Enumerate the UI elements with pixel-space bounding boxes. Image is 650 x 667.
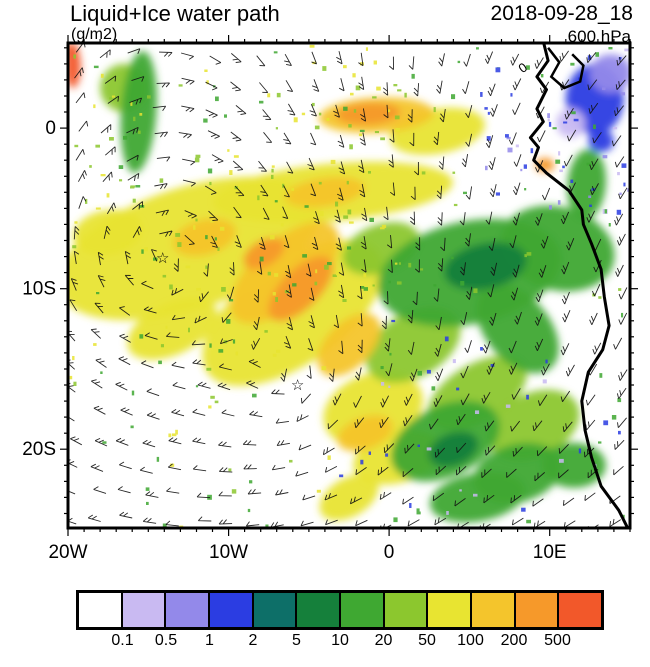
x-axis-label: 10E [533, 542, 567, 563]
colorbar-cell [513, 593, 558, 627]
colorbar-cell [251, 593, 296, 627]
colorbar-tick-label: 1 [205, 632, 214, 649]
colorbar-cell [79, 593, 121, 627]
plot-pressure-level: 600 hPa [567, 27, 631, 46]
colorbar-tick-label: 50 [418, 632, 436, 649]
y-axis-label: 20S [22, 439, 56, 460]
colorbar-tick-label: 100 [457, 632, 484, 649]
plot-title: Liquid+Ice water path [70, 1, 280, 26]
colorbar-tick-label: 5 [292, 632, 301, 649]
colorbar-cell [382, 593, 427, 627]
lwp-field [68, 43, 630, 528]
axis-ticks [60, 35, 638, 536]
colorbar-cell [208, 593, 252, 627]
colorbar-cell [295, 593, 340, 627]
colorbar-cells [76, 590, 604, 630]
colorbar-cell [120, 593, 165, 627]
coastline [528, 43, 630, 528]
y-axis-label: 10S [22, 279, 56, 300]
colorbar-tick-label: 20 [374, 632, 393, 649]
colorbar-tick-label: 0.1 [111, 632, 134, 649]
colorbar-tick-label: 0.5 [154, 632, 178, 649]
plot-units: (g/m2) [71, 26, 118, 43]
x-axis-label: 20W [48, 542, 87, 563]
colorbar-tick-label: 2 [248, 632, 258, 649]
x-axis-label: 10W [209, 542, 248, 563]
terrain-contour [547, 47, 585, 90]
colorbar-labels: 0.1 0.5 1 2 5 10 20 50 100 200 500 [76, 590, 604, 662]
speckle-noise [69, 44, 630, 528]
x-axis-label: 0 [384, 542, 395, 563]
plot-datetime: 2018-09-28_18 [490, 2, 633, 25]
colorbar-cell [339, 593, 383, 627]
plot-border [66, 41, 632, 530]
colorbar-cell [426, 593, 471, 627]
colorbar-tick-label: 200 [500, 632, 528, 649]
colorbar-cell [557, 593, 602, 627]
colorbar: 0.1 0.5 1 2 5 10 20 50 100 200 500 [76, 590, 604, 662]
storm-marker-icon: ☆ [156, 250, 169, 267]
storm-marker-icon: ☆ [291, 377, 304, 394]
colorbar-tick-label: 500 [544, 632, 571, 649]
colorbar-tick-label: 10 [331, 632, 349, 649]
y-axis-label: 0 [45, 118, 56, 139]
colorbar-cell [470, 593, 514, 627]
colorbar-cell [164, 593, 209, 627]
